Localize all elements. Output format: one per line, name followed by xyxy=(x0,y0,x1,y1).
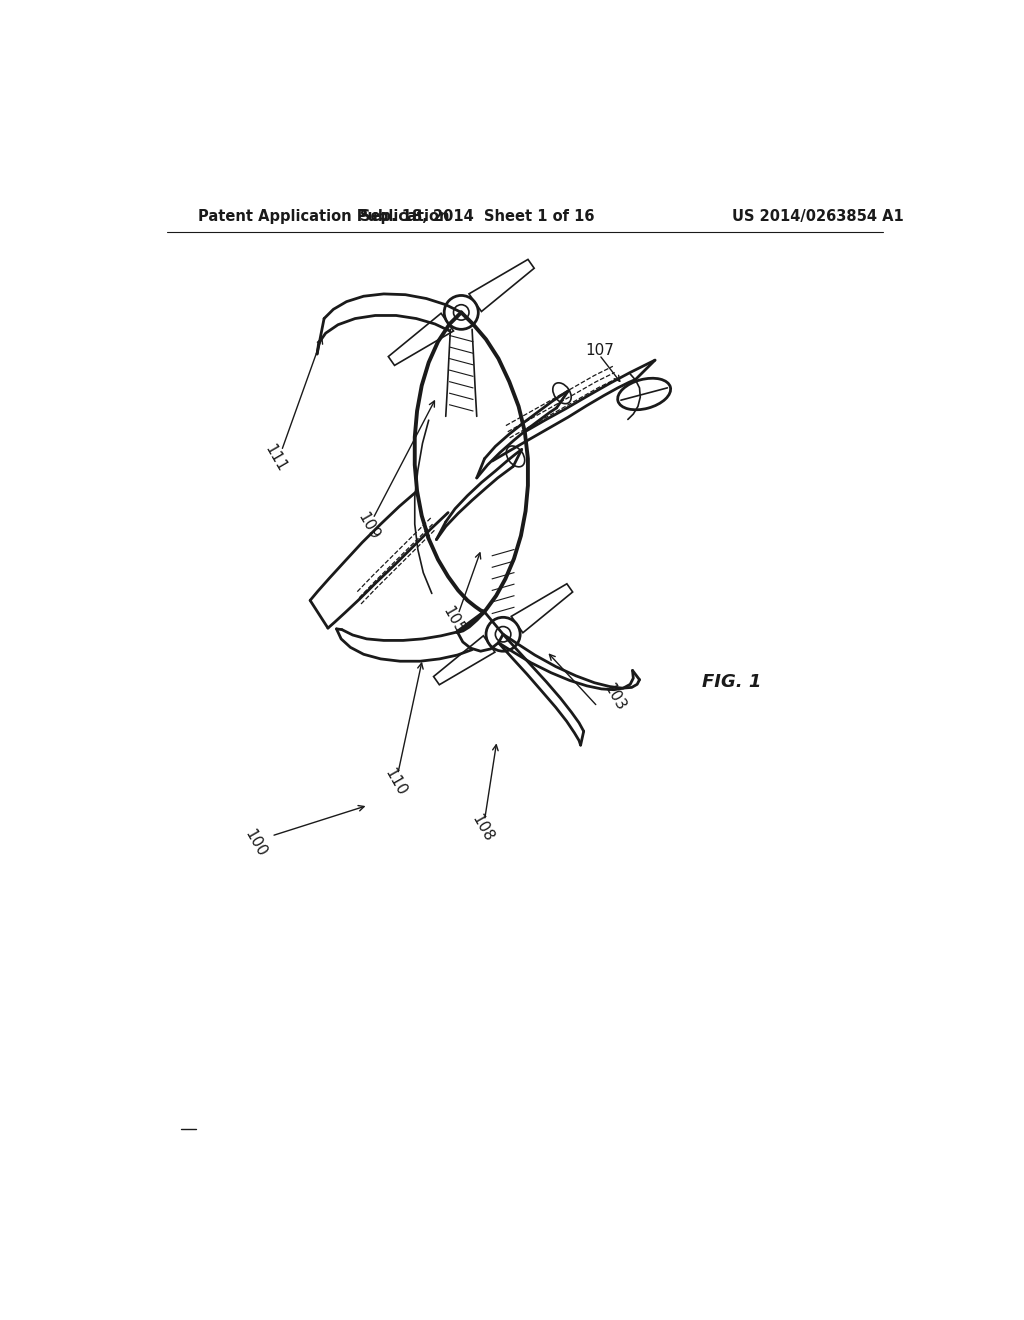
Text: 108: 108 xyxy=(468,812,496,845)
Text: Patent Application Publication: Patent Application Publication xyxy=(198,209,450,223)
Text: FIG. 1: FIG. 1 xyxy=(701,673,761,690)
Text: 103: 103 xyxy=(601,681,629,714)
Text: 100: 100 xyxy=(242,828,269,859)
Text: US 2014/0263854 A1: US 2014/0263854 A1 xyxy=(732,209,903,223)
Text: 109: 109 xyxy=(354,510,382,543)
Text: 110: 110 xyxy=(382,766,410,799)
Text: 107: 107 xyxy=(586,343,614,359)
Text: Sep. 18, 2014  Sheet 1 of 16: Sep. 18, 2014 Sheet 1 of 16 xyxy=(359,209,594,223)
Text: 105: 105 xyxy=(439,605,467,636)
Text: 111: 111 xyxy=(261,442,289,475)
